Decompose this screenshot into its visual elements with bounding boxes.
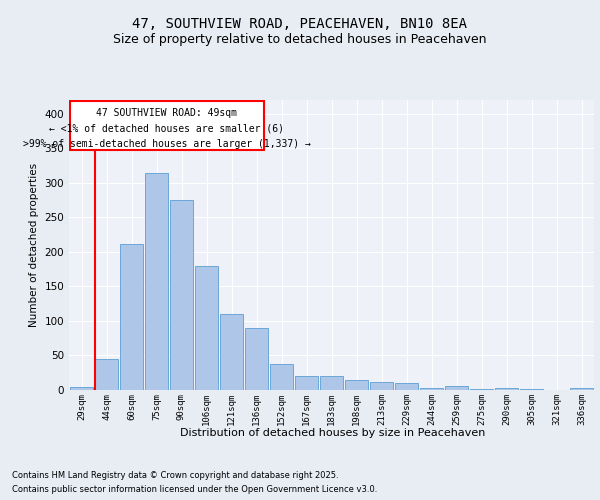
- Bar: [395, 383, 418, 390]
- Bar: [570, 388, 593, 390]
- Text: Contains public sector information licensed under the Open Government Licence v3: Contains public sector information licen…: [12, 484, 377, 494]
- Text: Distribution of detached houses by size in Peacehaven: Distribution of detached houses by size …: [181, 428, 485, 438]
- Text: 47 SOUTHVIEW ROAD: 49sqm: 47 SOUTHVIEW ROAD: 49sqm: [96, 108, 237, 118]
- Text: >99% of semi-detached houses are larger (1,337) →: >99% of semi-detached houses are larger …: [23, 138, 311, 148]
- Bar: [420, 388, 443, 390]
- Bar: [170, 200, 193, 390]
- Bar: [445, 386, 468, 390]
- Text: ← <1% of detached houses are smaller (6): ← <1% of detached houses are smaller (6): [49, 124, 284, 134]
- Bar: [270, 364, 293, 390]
- Bar: [145, 172, 168, 390]
- Bar: [345, 380, 368, 390]
- Bar: [495, 388, 518, 390]
- Bar: [320, 376, 343, 390]
- Text: Contains HM Land Registry data © Crown copyright and database right 2025.: Contains HM Land Registry data © Crown c…: [12, 472, 338, 480]
- Y-axis label: Number of detached properties: Number of detached properties: [29, 163, 39, 327]
- Text: 47, SOUTHVIEW ROAD, PEACEHAVEN, BN10 8EA: 47, SOUTHVIEW ROAD, PEACEHAVEN, BN10 8EA: [133, 18, 467, 32]
- Bar: [245, 328, 268, 390]
- Bar: [370, 382, 393, 390]
- Bar: [120, 244, 143, 390]
- Text: Size of property relative to detached houses in Peacehaven: Size of property relative to detached ho…: [113, 32, 487, 46]
- FancyBboxPatch shape: [70, 102, 264, 150]
- Bar: [70, 386, 93, 390]
- Bar: [220, 314, 243, 390]
- Bar: [95, 359, 118, 390]
- Bar: [195, 266, 218, 390]
- Bar: [295, 376, 318, 390]
